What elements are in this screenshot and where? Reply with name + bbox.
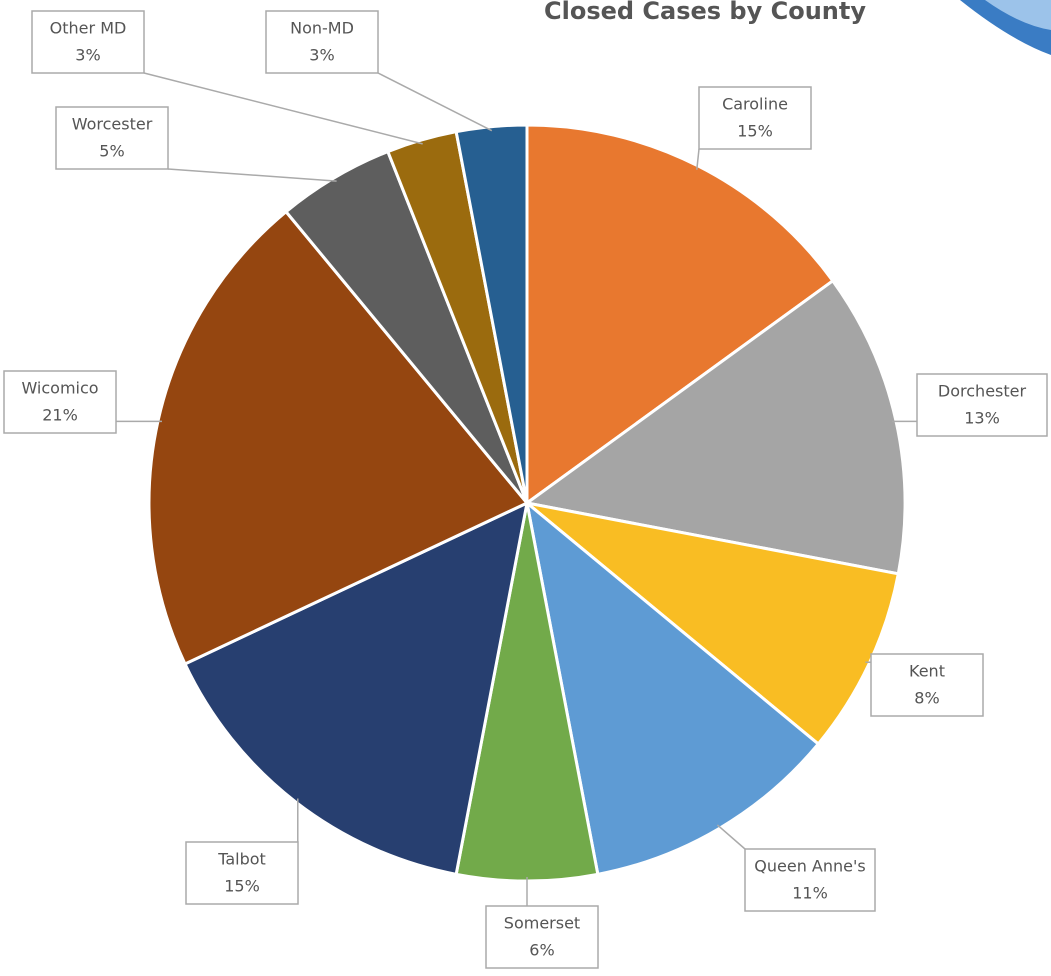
slice-label: Non-MD: [290, 19, 354, 38]
leader-line: [696, 148, 700, 170]
slice-label: Somerset: [504, 914, 580, 933]
label-box: [698, 86, 812, 150]
pie-slice: [182, 500, 530, 877]
label-box: [870, 653, 984, 717]
label-box: [31, 10, 145, 74]
slice-value-label: 13%: [964, 409, 1000, 428]
slice-value-label: 6%: [529, 941, 554, 960]
slice-label: Dorchester: [938, 382, 1027, 401]
leader-line: [167, 168, 337, 182]
slice-label: Other MD: [50, 19, 127, 38]
pie-slice: [524, 499, 821, 877]
pie-slice: [523, 278, 907, 576]
slice-value-label: 15%: [737, 122, 773, 141]
slice-label: Caroline: [722, 95, 788, 114]
pie-slice: [525, 123, 835, 506]
label-box: [916, 373, 1048, 437]
leader-line: [143, 72, 423, 145]
leader-line: [716, 824, 746, 850]
corner-swoosh-light: [985, 0, 1051, 30]
pie-slice: [454, 123, 529, 504]
slice-value-label: 3%: [75, 46, 100, 65]
label-box: [265, 10, 379, 74]
slice-label: Talbot: [217, 850, 266, 869]
slice-value-label: 11%: [792, 884, 828, 903]
chart-title: Closed Cases by County: [544, 0, 866, 25]
pie-slice: [526, 501, 901, 747]
slice-label: Kent: [909, 662, 945, 681]
label-box: [485, 905, 599, 969]
slice-value-label: 5%: [99, 142, 124, 161]
slice-label: Wicomico: [21, 379, 98, 398]
label-box: [55, 106, 169, 170]
leader-line: [377, 72, 493, 132]
label-box: [185, 841, 299, 905]
slice-label: Worcester: [72, 115, 153, 134]
label-box: [744, 848, 876, 912]
slice-value-label: 8%: [914, 689, 939, 708]
slice-value-label: 3%: [309, 46, 334, 65]
slice-value-label: 15%: [224, 877, 260, 896]
pie-slice: [147, 209, 530, 666]
label-box: [3, 370, 117, 434]
slice-value-label: 21%: [42, 406, 78, 425]
slice-label: Queen Anne's: [754, 857, 865, 876]
